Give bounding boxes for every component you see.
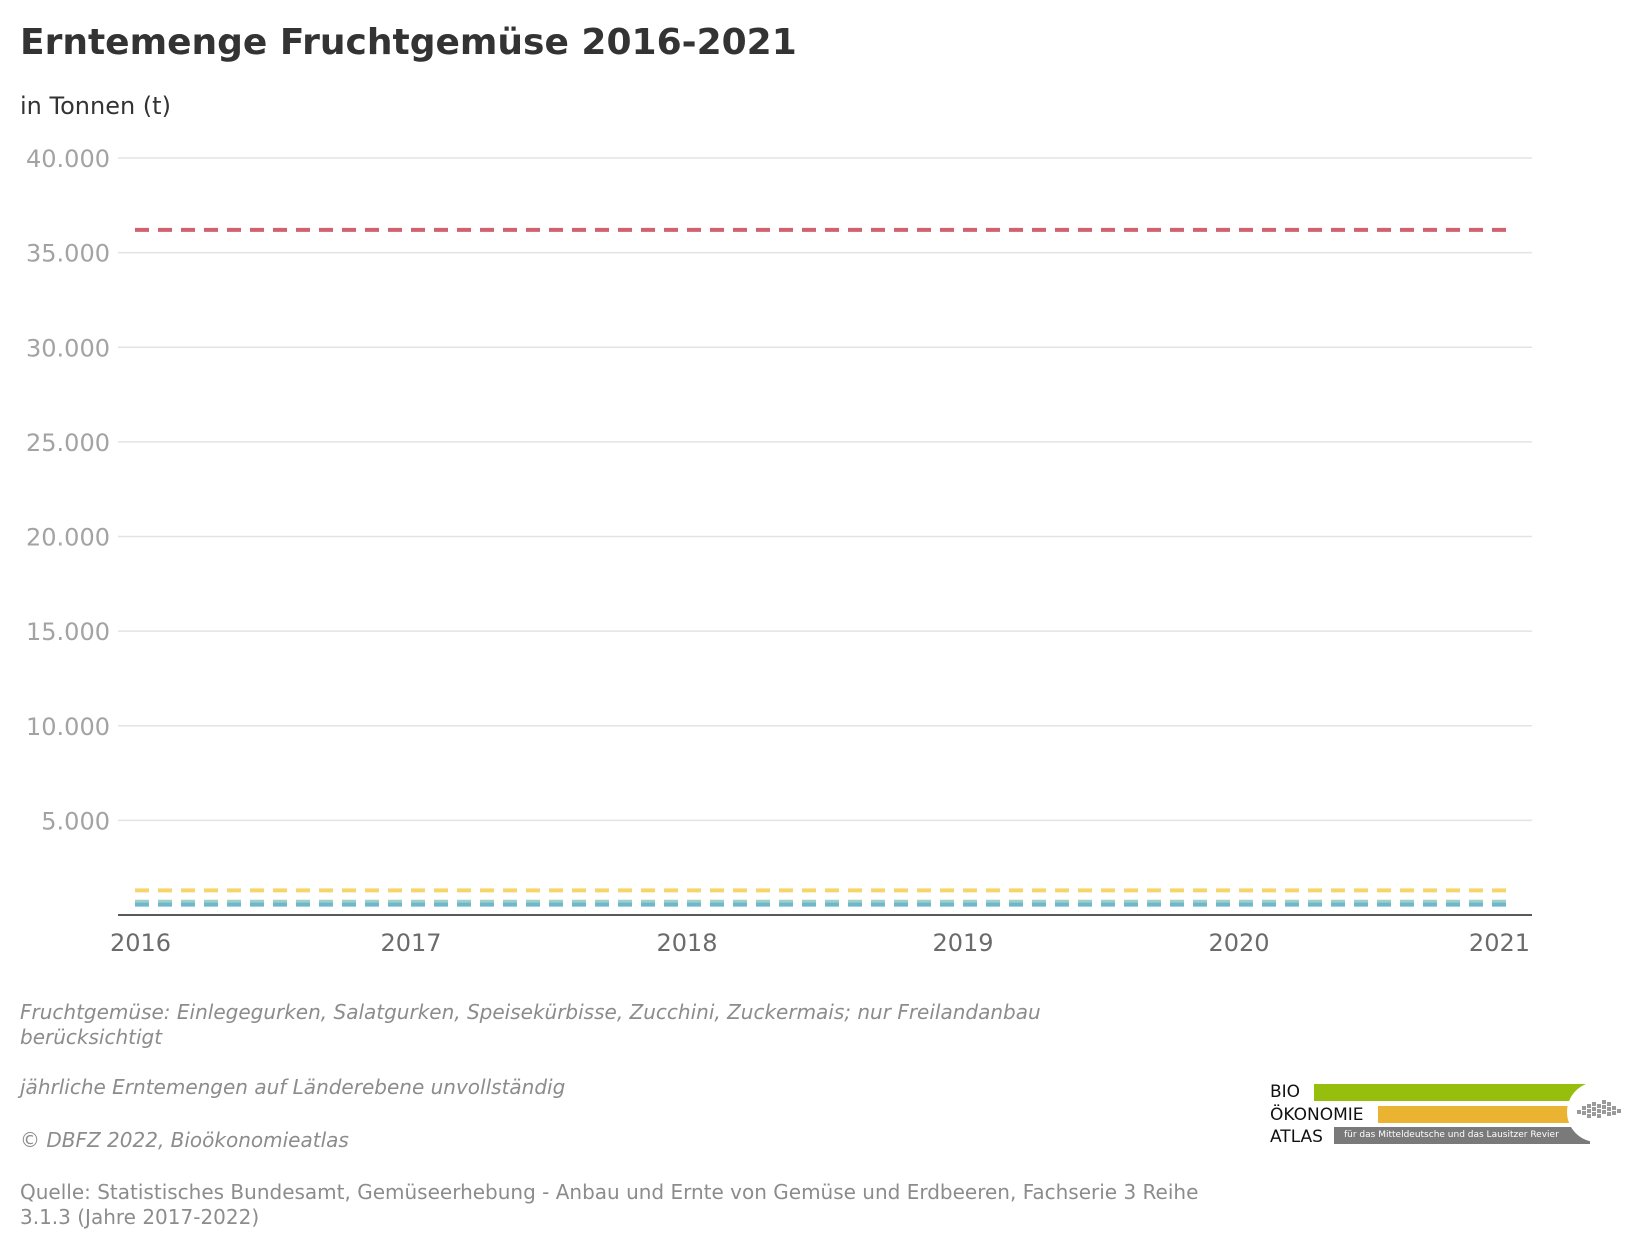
y-tick-label: 30.000	[26, 334, 110, 362]
y-tick-label: 25.000	[26, 429, 110, 457]
note-copyright: © DBFZ 2022, Bioökonomieatlas	[20, 1128, 349, 1152]
y-tick-label: 5.000	[41, 807, 110, 835]
x-axis-tick-labels: 2016 2017 2018 2019 2020 2021	[110, 929, 1530, 957]
region-map-icon	[1577, 1100, 1621, 1118]
y-tick-label: 10.000	[26, 713, 110, 741]
logo-green-bar	[1314, 1084, 1590, 1101]
grid-lines	[118, 157, 1532, 822]
chart-subtitle: in Tonnen (t)	[20, 92, 171, 120]
data-series	[135, 227, 1515, 907]
y-tick-label: 20.000	[26, 524, 110, 552]
logo-word-bio: BIO	[1270, 1082, 1301, 1102]
y-tick-label: 40.000	[26, 145, 110, 173]
note-source: Quelle: Statistisches Bundesamt, Gemüsee…	[20, 1180, 1199, 1229]
x-tick-label: 2017	[380, 929, 441, 957]
x-tick-label: 2020	[1208, 929, 1269, 957]
x-tick-label: 2018	[656, 929, 717, 957]
note-incomplete: jährliche Erntemengen auf Länderebene un…	[20, 1075, 566, 1099]
x-tick-label: 2019	[932, 929, 993, 957]
note-definition: Fruchtgemüse: Einlegegurken, Salatgurken…	[20, 1000, 1041, 1049]
y-tick-label: 35.000	[26, 240, 110, 268]
y-axis-tick-labels: 5.000 10.000 15.000 20.000 25.000 30.000 35.00…	[26, 145, 110, 835]
logo-circle	[1567, 1082, 1627, 1142]
logo-word-atlas: ATLAS	[1270, 1127, 1323, 1147]
y-tick-label: 15.000	[26, 618, 110, 646]
chart-title: Erntemenge Fruchtgemüse 2016-2021	[20, 22, 797, 63]
x-tick-label: 2021	[1469, 929, 1530, 957]
x-tick-label: 2016	[110, 929, 171, 957]
bioeconomy-atlas-logo: BIO ÖKONOMIE ATLAS für das Mitteldeutsch…	[1270, 1072, 1630, 1152]
logo-yellow-bar	[1378, 1106, 1590, 1123]
logo-word-oekonomie: ÖKONOMIE	[1270, 1105, 1364, 1125]
line-chart: 5.000 10.000 15.000 20.000 25.000 30.000 35.00…	[26, 145, 1532, 957]
logo-tagline: für das Mitteldeutsche und das Lausitzer…	[1334, 1127, 1590, 1144]
